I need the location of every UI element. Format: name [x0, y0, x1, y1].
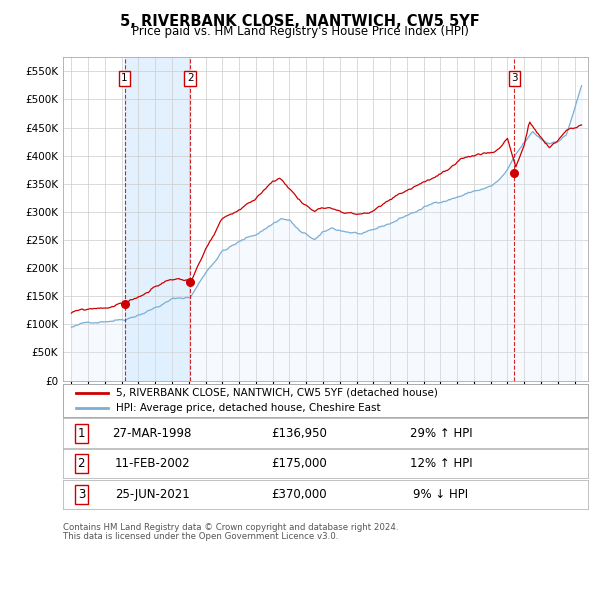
Text: 11-FEB-2002: 11-FEB-2002 — [115, 457, 190, 470]
Text: HPI: Average price, detached house, Cheshire East: HPI: Average price, detached house, Ches… — [115, 404, 380, 414]
Text: 27-MAR-1998: 27-MAR-1998 — [113, 427, 192, 440]
Text: 2: 2 — [187, 73, 194, 83]
Text: £370,000: £370,000 — [271, 488, 327, 501]
Text: £136,950: £136,950 — [271, 427, 327, 440]
Text: £175,000: £175,000 — [271, 457, 327, 470]
Text: Price paid vs. HM Land Registry's House Price Index (HPI): Price paid vs. HM Land Registry's House … — [131, 25, 469, 38]
Text: 12% ↑ HPI: 12% ↑ HPI — [410, 457, 472, 470]
Text: 25-JUN-2021: 25-JUN-2021 — [115, 488, 190, 501]
Text: Contains HM Land Registry data © Crown copyright and database right 2024.: Contains HM Land Registry data © Crown c… — [63, 523, 398, 532]
Text: 9% ↓ HPI: 9% ↓ HPI — [413, 488, 469, 501]
Text: 5, RIVERBANK CLOSE, NANTWICH, CW5 5YF (detached house): 5, RIVERBANK CLOSE, NANTWICH, CW5 5YF (d… — [115, 388, 437, 398]
Text: 2: 2 — [77, 457, 85, 470]
Text: 3: 3 — [511, 73, 518, 83]
Text: 5, RIVERBANK CLOSE, NANTWICH, CW5 5YF: 5, RIVERBANK CLOSE, NANTWICH, CW5 5YF — [120, 14, 480, 30]
Text: 1: 1 — [121, 73, 128, 83]
Text: 29% ↑ HPI: 29% ↑ HPI — [410, 427, 472, 440]
Text: 1: 1 — [77, 427, 85, 440]
Bar — [125, 57, 190, 381]
Text: This data is licensed under the Open Government Licence v3.0.: This data is licensed under the Open Gov… — [63, 532, 338, 540]
Text: 3: 3 — [77, 488, 85, 501]
